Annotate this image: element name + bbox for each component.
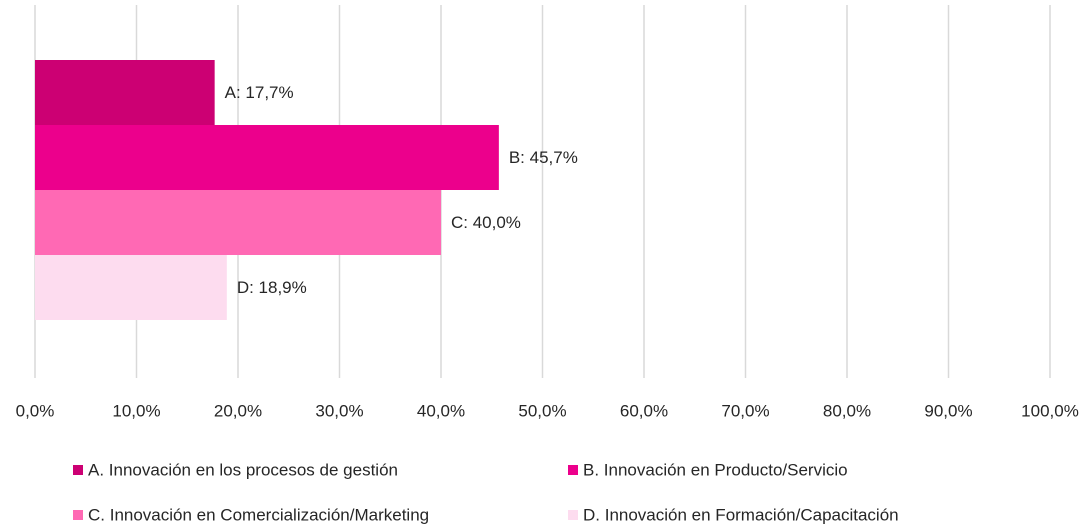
x-tick-label: 40,0% [417, 401, 465, 420]
legend-swatch [568, 465, 578, 475]
data-label: D: 18,9% [237, 278, 307, 297]
data-label: A: 17,7% [225, 83, 294, 102]
x-tick-label: 20,0% [214, 401, 262, 420]
bar [35, 190, 441, 255]
x-tick-label: 60,0% [620, 401, 668, 420]
legend-swatch [568, 510, 578, 520]
data-label: B: 45,7% [509, 148, 578, 167]
x-tick-label: 0,0% [16, 401, 55, 420]
x-tick-label: 10,0% [112, 401, 160, 420]
legend-swatch [73, 465, 83, 475]
x-tick-label: 100,0% [1021, 401, 1079, 420]
legend-label: D. Innovación en Formación/Capacitación [583, 505, 899, 524]
legend-label: A. Innovación en los procesos de gestión [88, 460, 398, 479]
legend-label: B. Innovación en Producto/Servicio [583, 460, 848, 479]
legend-swatch [73, 510, 83, 520]
data-label: C: 40,0% [451, 213, 521, 232]
bar [35, 255, 227, 320]
x-tick-label: 50,0% [518, 401, 566, 420]
x-tick-label: 70,0% [721, 401, 769, 420]
bar [35, 60, 215, 125]
x-tick-label: 30,0% [315, 401, 363, 420]
legend-label: C. Innovación en Comercialización/Market… [88, 505, 429, 524]
bar [35, 125, 499, 190]
x-tick-label: 90,0% [924, 401, 972, 420]
x-tick-label: 80,0% [823, 401, 871, 420]
